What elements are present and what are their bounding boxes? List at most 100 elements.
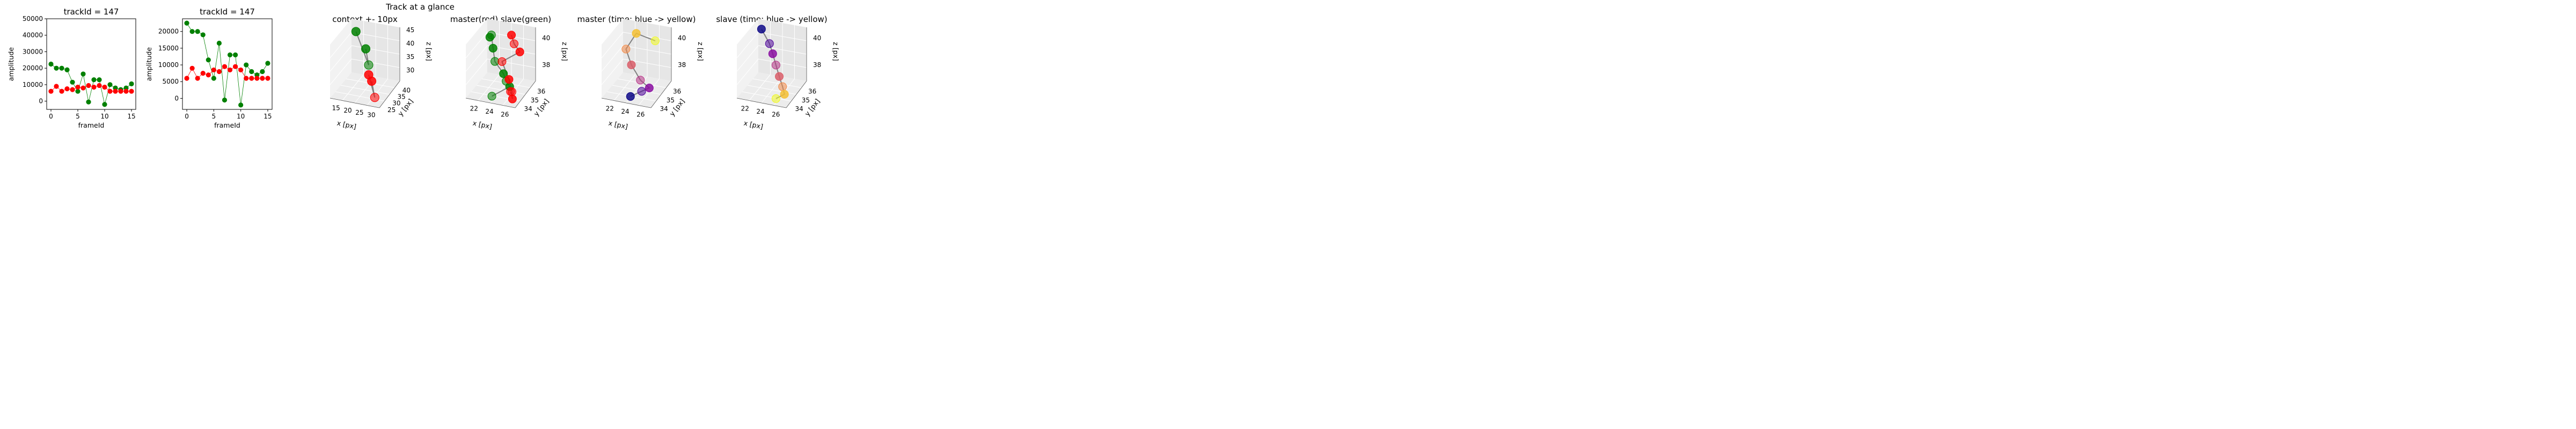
data-point: [361, 44, 371, 54]
data-point: [364, 70, 374, 79]
data-point: [102, 102, 107, 107]
y-tick-label: 35: [398, 93, 406, 101]
data-point: [189, 65, 195, 71]
y-tick-label: 30000: [23, 48, 43, 55]
data-point: [232, 52, 238, 57]
data-point: [64, 86, 70, 92]
x-tick-label: 30: [367, 111, 375, 119]
data-point: [91, 77, 97, 83]
y-tick-label: 34: [524, 105, 532, 113]
data-point: [222, 97, 228, 103]
data-point: [54, 84, 59, 89]
data-point: [80, 85, 86, 91]
data-point: [637, 87, 646, 96]
data-point: [487, 31, 496, 40]
grid-line: [752, 78, 802, 88]
data-point: [222, 64, 228, 69]
series-line: [50, 64, 132, 105]
grid-line: [465, 45, 488, 72]
y-tick-label: 10000: [158, 61, 179, 69]
z-tick-label: 40: [406, 40, 414, 47]
x-axis-label: frameId: [214, 121, 240, 129]
data-point: [70, 79, 75, 85]
data-point: [200, 71, 206, 76]
y-tick-label: 20000: [23, 64, 43, 72]
data-point: [627, 60, 636, 69]
data-point: [195, 29, 200, 34]
grid-line: [601, 32, 624, 58]
data-point: [107, 88, 113, 94]
y-tick-label: 20000: [158, 28, 179, 35]
grid-line: [330, 32, 352, 58]
series-line: [50, 85, 131, 92]
grid-line: [612, 85, 662, 95]
data-point: [650, 36, 660, 46]
data-point: [238, 102, 244, 108]
figure-suptitle: Track at a glance: [385, 2, 455, 12]
data-point: [232, 64, 238, 69]
data-point: [238, 67, 244, 73]
x-tick-label: 5: [212, 113, 216, 120]
x-tick-label: 15: [332, 105, 340, 112]
y-tick-label: 35: [802, 97, 810, 104]
plot-amplitude-1: trackId = 147 0 5 10 15 0 10000 20000 30000 40000…: [7, 7, 136, 129]
data-point: [497, 57, 507, 66]
data-point: [86, 83, 91, 88]
data-point: [265, 76, 270, 81]
data-point: [244, 76, 249, 81]
z-tick-label: 45: [406, 26, 414, 34]
grid-line: [340, 85, 390, 95]
data-point: [364, 60, 374, 70]
y-axis-label: amplitude: [7, 47, 15, 81]
x-tick-label: 22: [741, 105, 749, 112]
x-tick-label: 20: [343, 107, 352, 114]
x-tick-label: 22: [606, 105, 614, 112]
data-point: [129, 88, 134, 94]
data-point: [626, 92, 635, 101]
grid-line: [736, 58, 759, 85]
plot-title: context +- 10px: [332, 14, 398, 24]
x-axis-label: x [px]: [608, 119, 629, 130]
x-tick-label: 0: [49, 113, 53, 120]
y-tick-label: 15000: [158, 45, 179, 52]
grid-line: [623, 32, 672, 41]
z-tick-label: 40: [542, 34, 550, 42]
data-point: [200, 32, 206, 38]
data-point: [515, 47, 524, 56]
grid-line: [736, 32, 759, 58]
data-point: [488, 43, 497, 53]
data-point: [102, 84, 107, 90]
x-tick-label: 26: [772, 111, 780, 119]
x-tick-label: 15: [264, 113, 272, 120]
data-point: [113, 88, 118, 94]
y-tick-label: 36: [673, 88, 681, 95]
x-tick-label: 26: [636, 111, 645, 119]
y-tick-label: 10000: [23, 81, 43, 88]
data-point: [244, 62, 249, 68]
y-tick-label: 50000: [23, 15, 43, 23]
data-point: [97, 83, 102, 88]
x-tick-label: 22: [470, 105, 478, 112]
y-axis-line: [515, 80, 536, 108]
data-point: [351, 27, 361, 36]
y-axis-label: amplitude: [145, 47, 153, 81]
data-point: [487, 92, 496, 101]
data-point: [260, 76, 265, 81]
y-tick-label: 30: [392, 100, 400, 107]
plot-title: slave (time: blue -> yellow): [716, 14, 827, 24]
grid-line: [465, 32, 488, 58]
plot-title: master (time: blue -> yellow): [577, 14, 696, 24]
grid-line: [601, 58, 624, 85]
z-tick-label: 40: [678, 34, 686, 42]
plot-amplitude-2: trackId = 147 0 5 10 15 0 5000 10000 15000 20000 f…: [145, 7, 273, 129]
y-tick-label: 5000: [162, 78, 179, 85]
data-point: [508, 94, 517, 103]
y-tick-label: 40: [402, 86, 411, 94]
y-tick-label: 36: [537, 88, 545, 95]
plot-title: trackId = 147: [64, 7, 119, 17]
data-point: [75, 88, 80, 94]
data-point: [123, 88, 129, 94]
